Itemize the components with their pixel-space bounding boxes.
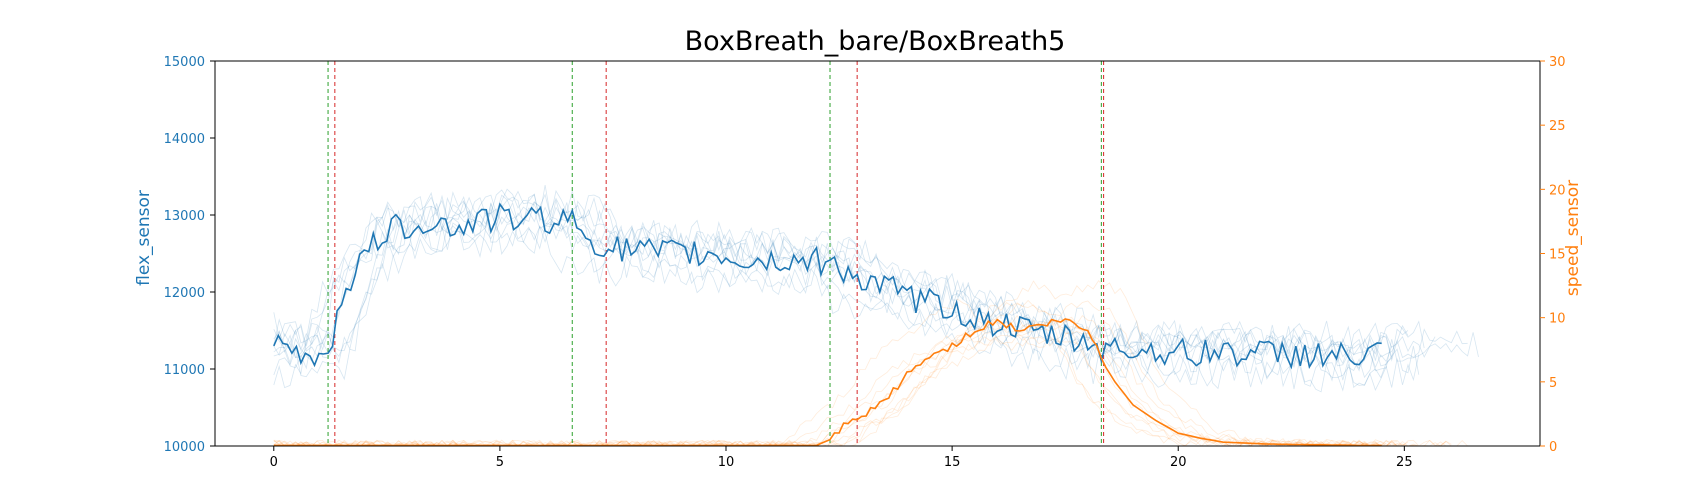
flex-trial-line [273, 196, 1468, 363]
chart-title: BoxBreath_bare/BoxBreath5 [685, 26, 1066, 57]
y-tick-label-left: 11000 [164, 363, 205, 378]
y-tick-label-left: 14000 [164, 132, 205, 147]
speed-trial-line [273, 336, 1452, 447]
y-tick-label-right: 10 [1549, 312, 1566, 327]
y-tick-label-right: 0 [1549, 440, 1557, 455]
flex-trial-line [273, 210, 1420, 379]
y-tick-label-right: 30 [1549, 55, 1566, 70]
flex-trial-line [273, 222, 1392, 393]
x-tick-label: 20 [1170, 455, 1187, 470]
series-lines [273, 202, 1382, 447]
x-tick-label: 0 [270, 455, 278, 470]
speed-sensor-line [273, 318, 1382, 447]
y-tick-label-left: 13000 [164, 209, 205, 224]
y-axis-label-left: flex_sensor [134, 190, 154, 286]
flex-trial-line [273, 202, 1393, 372]
axes: 0 5 10 15 20 25 10000 11000 12000 13000 14000 15000… [164, 55, 1566, 470]
speed-trial-line [273, 318, 1398, 447]
x-tick-label: 15 [944, 455, 961, 470]
flex-trial-line [273, 188, 1409, 359]
x-tick-label: 25 [1396, 455, 1413, 470]
y-tick-label-right: 25 [1549, 119, 1566, 134]
speed-trial-line [273, 335, 1447, 447]
event-markers [327, 61, 1105, 446]
x-tick-label: 5 [496, 455, 504, 470]
y-tick-label-left: 15000 [164, 55, 205, 70]
x-tick-label: 10 [718, 455, 735, 470]
y-tick-label-right: 20 [1549, 183, 1566, 198]
y-tick-label-left: 10000 [164, 440, 205, 455]
flex-sensor-line [273, 202, 1382, 370]
y-tick-label-left: 12000 [164, 286, 205, 301]
y-tick-label-right: 15 [1549, 248, 1566, 263]
y-tick-label-right: 5 [1549, 376, 1557, 391]
flex-trial-line [273, 193, 1479, 364]
speed-trial-line [273, 299, 1479, 447]
flex-trial-line [273, 200, 1436, 372]
flex-trial-line [273, 185, 1425, 356]
y-axis-label-right: speed_sensor [1563, 180, 1583, 296]
flex-trial-line [273, 221, 1420, 391]
speed-trial-line [273, 319, 1414, 447]
flex-trial-line [273, 193, 1409, 366]
